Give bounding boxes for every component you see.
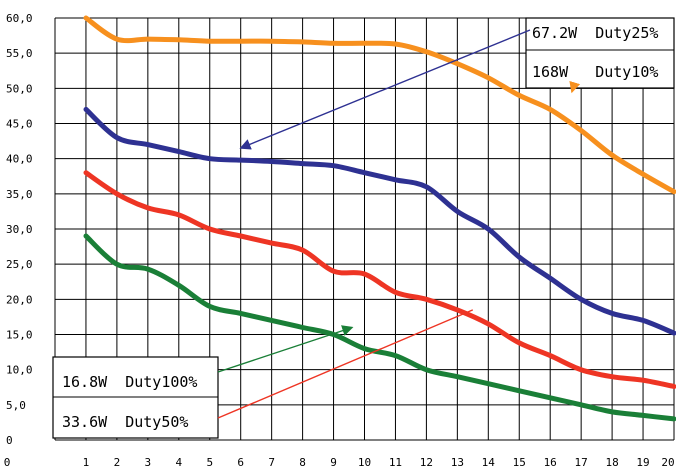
arrow-67w: [239, 29, 531, 150]
y-tick-label: 30,0: [6, 223, 33, 236]
x-tick-label: 14: [482, 456, 496, 469]
series-line: [83, 106, 676, 336]
legend-frame-top: [525, 17, 675, 89]
x-tick-label: 18: [605, 456, 618, 469]
y-tick-label: 50,0: [6, 82, 33, 95]
x-tick-label: 7: [268, 456, 275, 469]
x-axis-tick-labels: 0 1 2 3 4 5 6 7 8 9 10 11 12 13 14 15 16 17 18 19 20: [4, 456, 675, 469]
x-tick-label: 8: [299, 456, 306, 469]
legend-label-16w: 16.8W Duty100%: [62, 373, 197, 391]
legend-label-168w: 168W Duty10%: [532, 63, 658, 81]
x-tick-label: 20: [661, 456, 674, 469]
y-tick-label: 15,0: [6, 329, 33, 342]
x-tick-label: 15: [513, 456, 526, 469]
x-tick-label: 11: [389, 456, 402, 469]
series-lines: [83, 15, 676, 422]
annotation-arrows: [217, 29, 581, 419]
x-tick-label: 12: [420, 456, 433, 469]
x-tick-label: 13: [451, 456, 464, 469]
y-tick-label: 55,0: [6, 47, 33, 60]
y-tick-label: 35,0: [6, 188, 33, 201]
x-tick-label: 9: [330, 456, 337, 469]
arrow-16w: [217, 325, 354, 373]
x-tick-label: 5: [206, 456, 213, 469]
y-tick-label: 10,0: [6, 364, 33, 377]
legend-label-33w: 33.6W Duty50%: [62, 413, 188, 431]
arrow-33w: [217, 309, 474, 419]
series-line: [83, 233, 676, 422]
x-tick-label: 19: [636, 456, 649, 469]
legend-box-top-right: 67.2W Duty25% 168W Duty10%: [525, 17, 675, 89]
series-line: [83, 170, 676, 389]
legend-box-bottom-left: 16.8W Duty100% 33.6W Duty50%: [52, 356, 219, 439]
x-tick-label: 6: [237, 456, 244, 469]
y-tick-label: 60,0: [6, 12, 33, 25]
series-line: [83, 15, 676, 195]
y-tick-label: 40,0: [6, 153, 33, 166]
x-tick-label: 4: [175, 456, 182, 469]
y-tick-label: 25,0: [6, 258, 33, 271]
y-tick-label: 0: [6, 434, 13, 447]
y-tick-label: 5,0: [6, 399, 26, 412]
y-axis-tick-labels: 0 5,0 10,0 15,0 20,0 25,0 30,0 35,0 40,0 45,0 50,0…: [6, 12, 33, 447]
arrow-168w: [569, 80, 581, 94]
x-tick-label: 3: [145, 456, 152, 469]
x-tick-label: 10: [358, 456, 371, 469]
y-tick-label: 20,0: [6, 293, 33, 306]
x-tick-label: 2: [114, 456, 121, 469]
x-tick-label: 16: [544, 456, 557, 469]
x-tick-label: 0: [4, 456, 11, 469]
y-tick-label: 45,0: [6, 118, 33, 131]
legend-label-67w: 67.2W Duty25%: [532, 24, 658, 42]
x-tick-label: 17: [575, 456, 588, 469]
x-tick-label: 1: [83, 456, 90, 469]
